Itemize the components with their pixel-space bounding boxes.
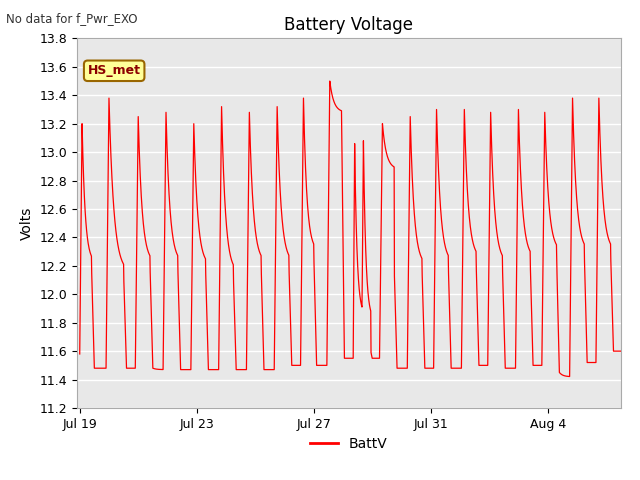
Text: No data for f_Pwr_EXO: No data for f_Pwr_EXO (6, 12, 138, 25)
Title: Battery Voltage: Battery Voltage (284, 16, 413, 34)
Text: HS_met: HS_met (88, 64, 141, 77)
Legend: BattV: BattV (305, 432, 393, 456)
Y-axis label: Volts: Volts (20, 206, 34, 240)
